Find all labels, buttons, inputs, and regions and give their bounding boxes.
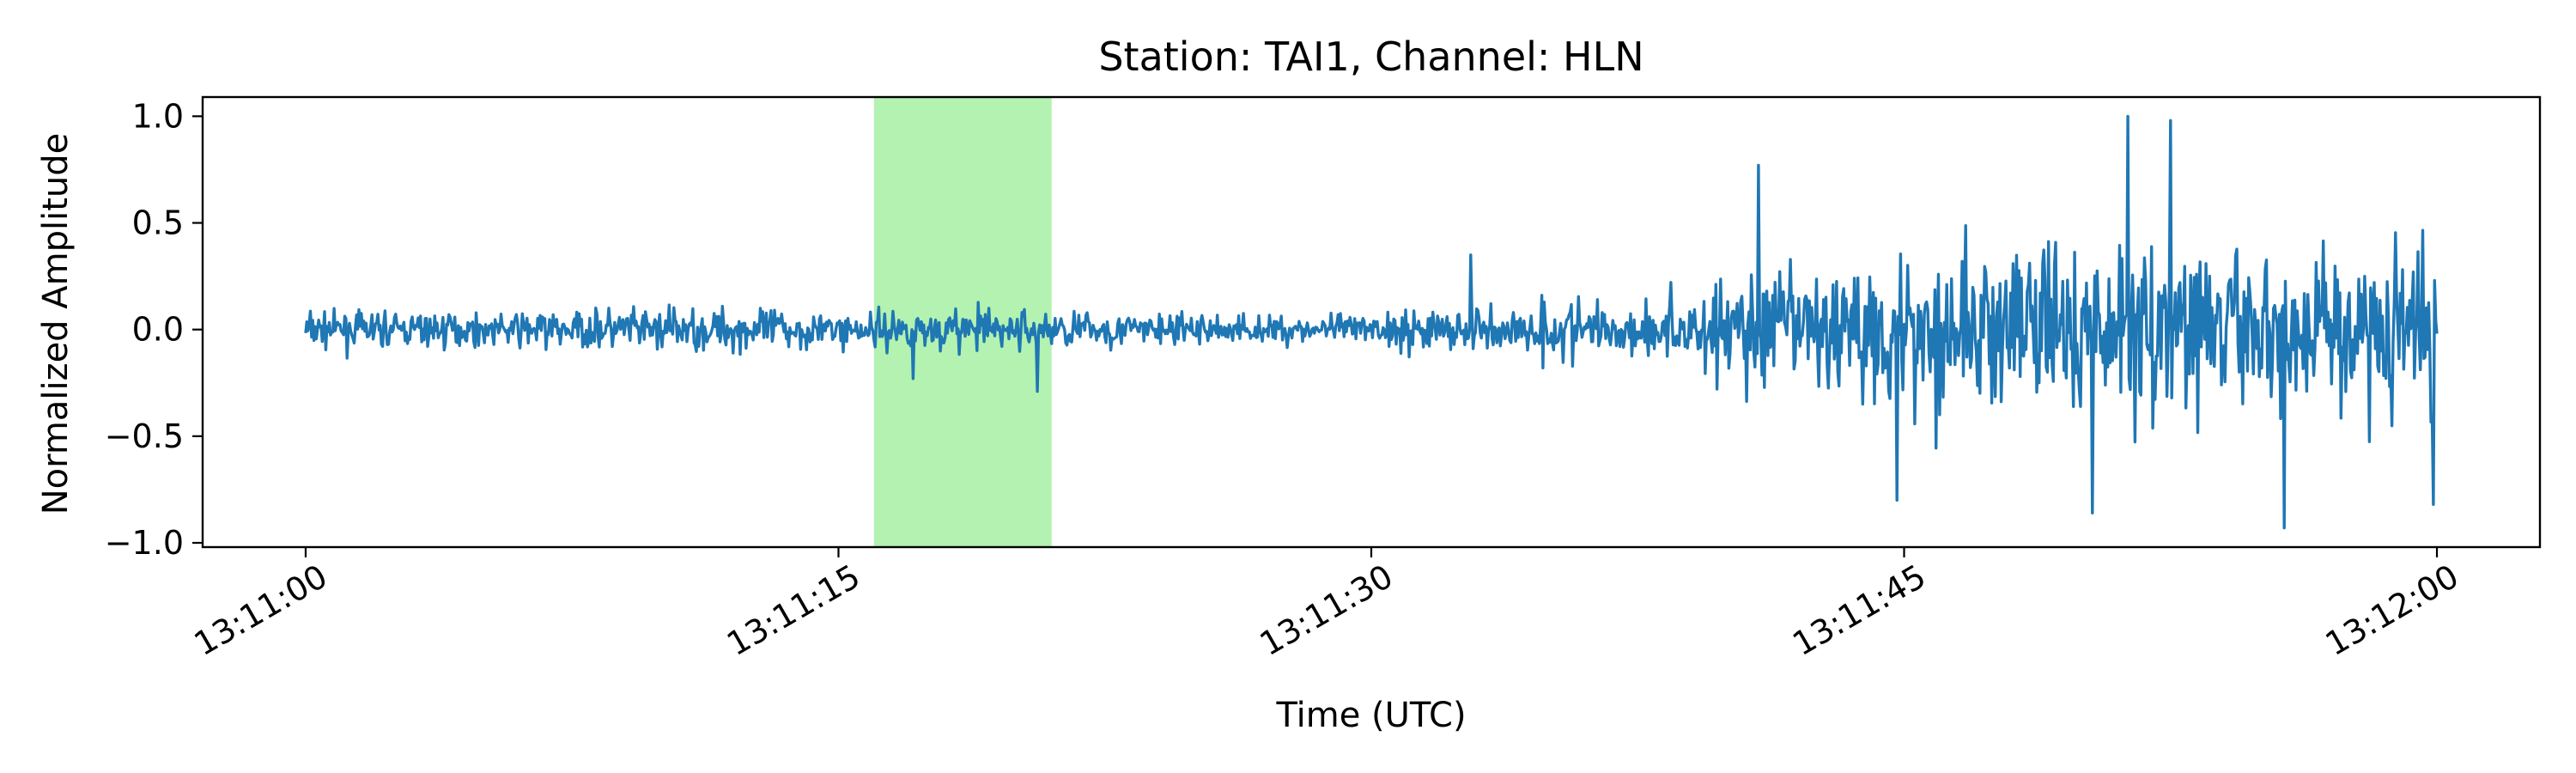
plot-area [201,95,2542,549]
y-tick-label: −0.5 [105,417,184,455]
y-tick-label: 0.5 [132,204,184,242]
x-axis-title: Time (UTC) [1275,696,1466,735]
x-tick-label: 13:11:45 [1786,557,1932,663]
x-axis: 13:11:00 13:11:15 13:11:30 13:11:45 13:12:00 [188,547,2465,663]
x-tick-label: 13:12:00 [2319,557,2465,663]
y-axis: 1.0 0.5 0.0 −0.5 −1.0 [105,97,203,562]
x-tick-label: 13:11:00 [188,557,334,663]
y-tick-label: 1.0 [132,97,184,135]
waveform-line [304,114,2439,530]
y-axis-title: Normalized Amplitude [36,133,76,515]
y-tick-label: −1.0 [105,524,184,562]
x-tick-label: 13:11:15 [720,557,866,663]
x-tick-label: 13:11:30 [1254,557,1400,663]
y-tick-label: 0.0 [132,311,184,349]
chart-title: Station: TAI1, Channel: HLN [1098,33,1643,80]
